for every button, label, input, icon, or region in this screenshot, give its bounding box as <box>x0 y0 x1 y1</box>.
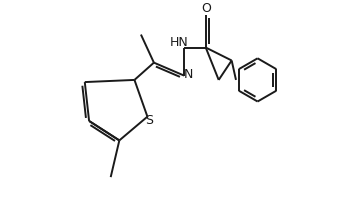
Text: S: S <box>145 114 153 127</box>
Text: HN: HN <box>170 36 188 49</box>
Text: O: O <box>201 2 211 15</box>
Text: N: N <box>184 68 194 81</box>
